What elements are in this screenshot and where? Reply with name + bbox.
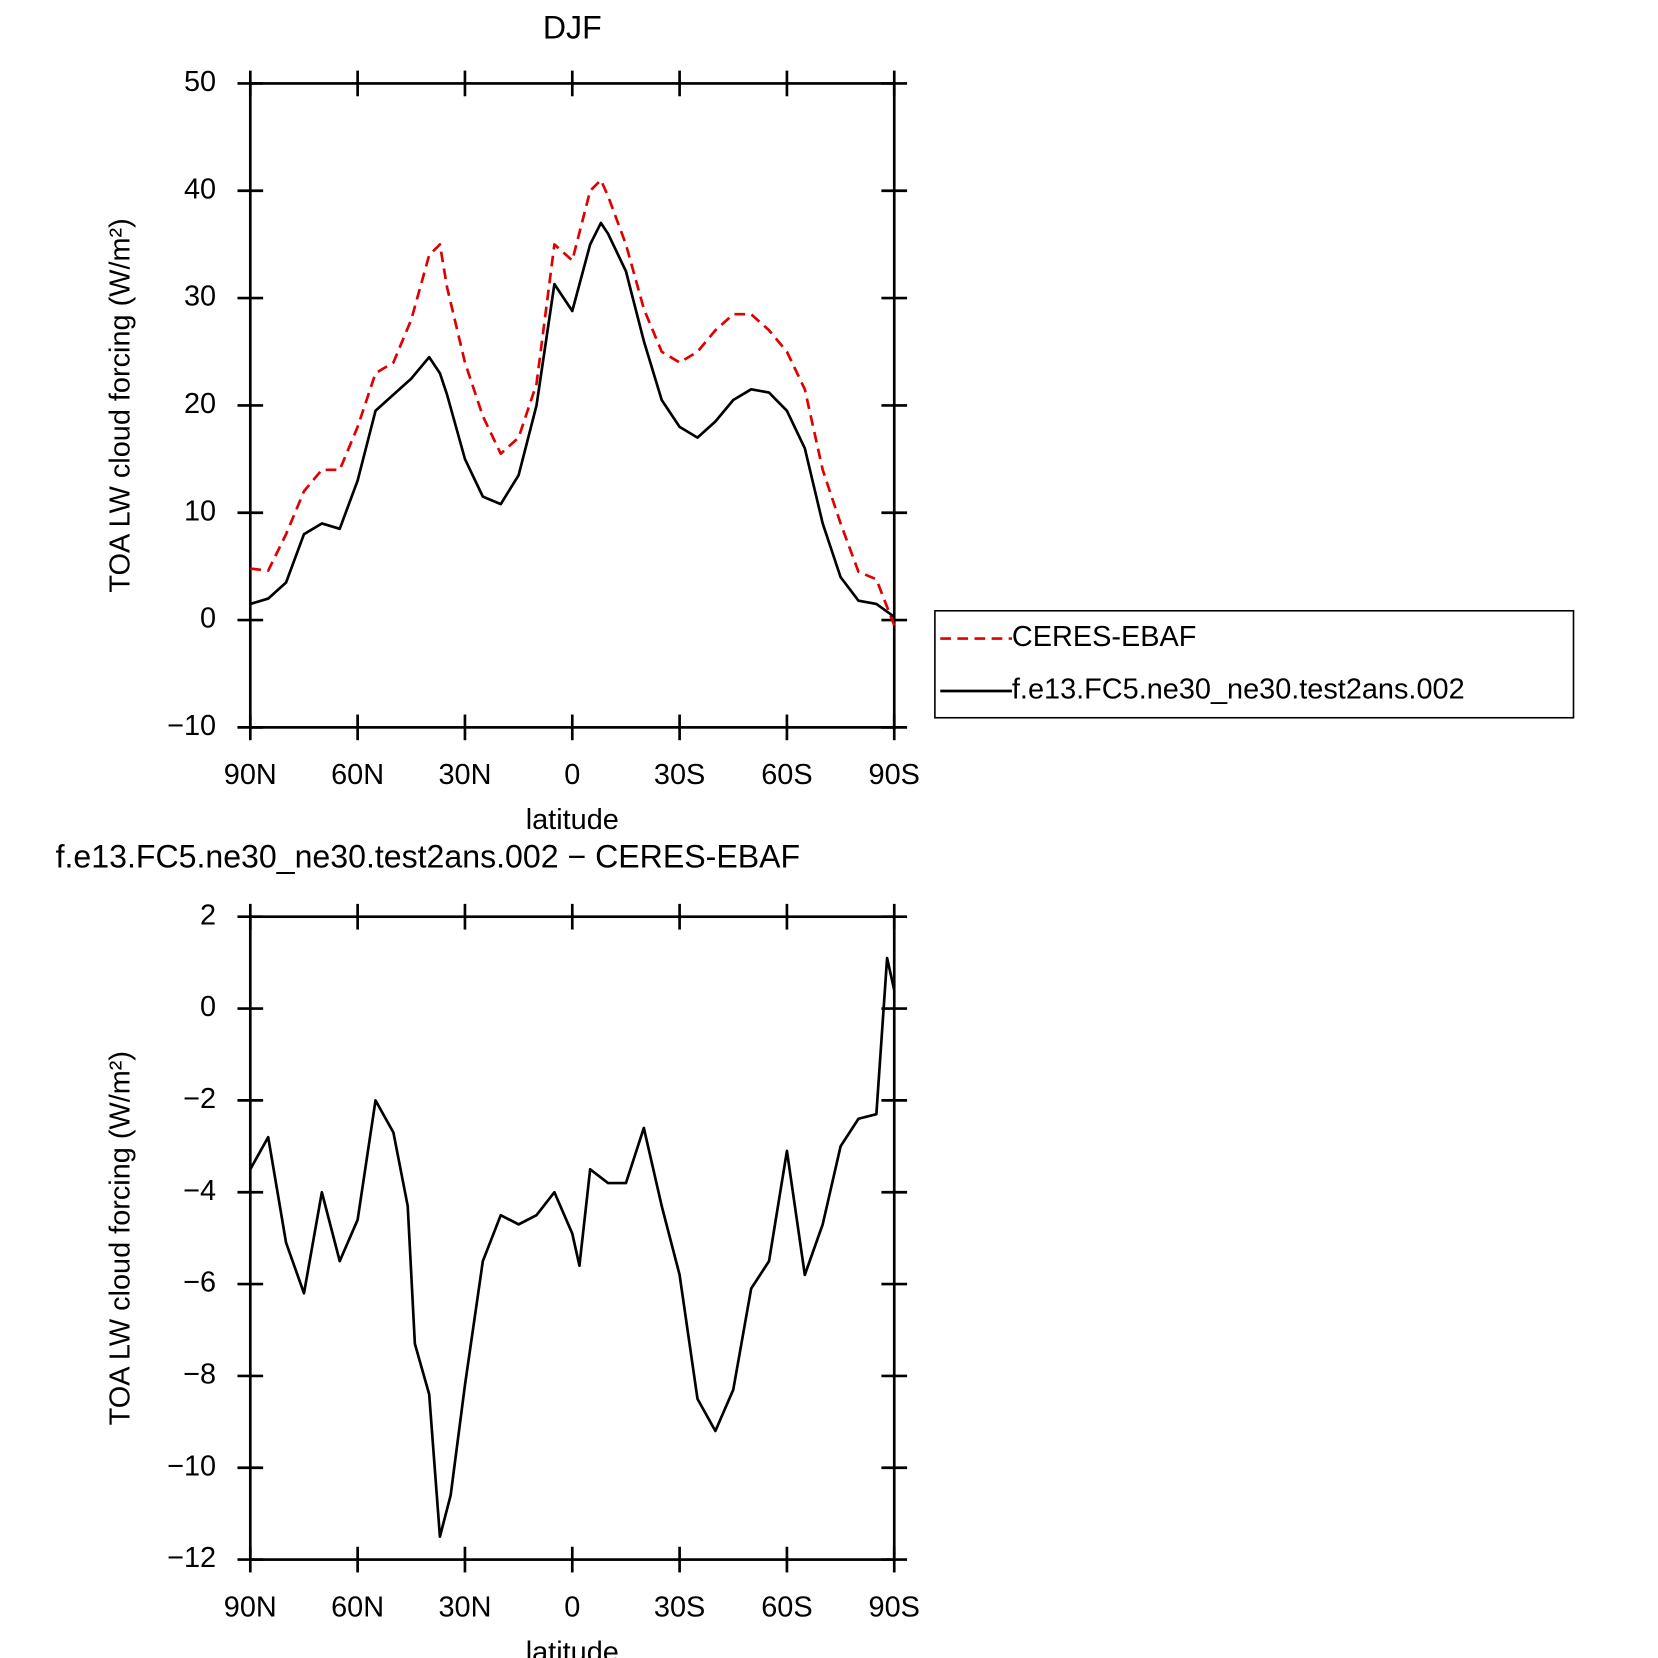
x-axis-label: latitude — [526, 1636, 619, 1658]
y-tick-label: 0 — [200, 991, 216, 1023]
y-tick-label: 2 — [200, 899, 216, 931]
legend-box — [934, 609, 1575, 719]
y-tick-label: 30 — [184, 281, 216, 313]
plot-frame — [248, 915, 896, 1561]
x-tick-label: 90S — [869, 759, 920, 791]
y-tick-label: −10 — [167, 1450, 216, 1482]
y-tick-label: 50 — [184, 66, 216, 98]
plot-frame — [248, 82, 896, 729]
y-tick-label: −6 — [183, 1267, 216, 1299]
y-tick-label: −10 — [167, 710, 216, 742]
x-tick-label: 30S — [654, 759, 705, 791]
x-tick-label: 0 — [564, 1591, 580, 1623]
x-tick-label: 60S — [761, 759, 812, 791]
y-tick-label: −12 — [167, 1542, 216, 1574]
x-tick-label: 60N — [331, 1591, 384, 1623]
y-tick-label: 0 — [200, 603, 216, 635]
data-line — [250, 178, 896, 626]
x-tick-label: 90N — [224, 1591, 277, 1623]
x-tick-label: 60N — [331, 759, 384, 791]
y-tick-label: −2 — [183, 1083, 216, 1115]
data-line — [249, 956, 896, 1538]
x-axis-label: latitude — [526, 804, 619, 836]
y-tick-label: −8 — [183, 1359, 216, 1391]
chart-title: f.e13.FC5.ne30_ne30.test2ans.002 − CERES… — [56, 838, 801, 874]
y-tick-label: −4 — [183, 1175, 216, 1207]
y-tick-label: 20 — [184, 388, 216, 420]
data-line — [249, 221, 896, 618]
y-axis-label: TOA LW cloud forcing (W/m²) — [105, 1051, 137, 1425]
chart-title: DJF — [543, 9, 602, 45]
x-tick-label: 30N — [438, 1591, 491, 1623]
x-tick-label: 0 — [564, 759, 580, 791]
legend-label: CERES-EBAF — [1012, 621, 1197, 653]
y-tick-label: 40 — [184, 173, 216, 205]
legend-label: f.e13.FC5.ne30_ne30.test2ans.002 — [1012, 674, 1465, 706]
x-tick-label: 30N — [438, 759, 491, 791]
y-tick-label: 10 — [184, 495, 216, 527]
y-axis-label: TOA LW cloud forcing (W/m²) — [105, 218, 137, 592]
x-tick-label: 30S — [654, 1591, 705, 1623]
x-tick-label: 90S — [869, 1591, 920, 1623]
x-tick-label: 60S — [761, 1591, 812, 1623]
x-tick-label: 90N — [224, 759, 277, 791]
